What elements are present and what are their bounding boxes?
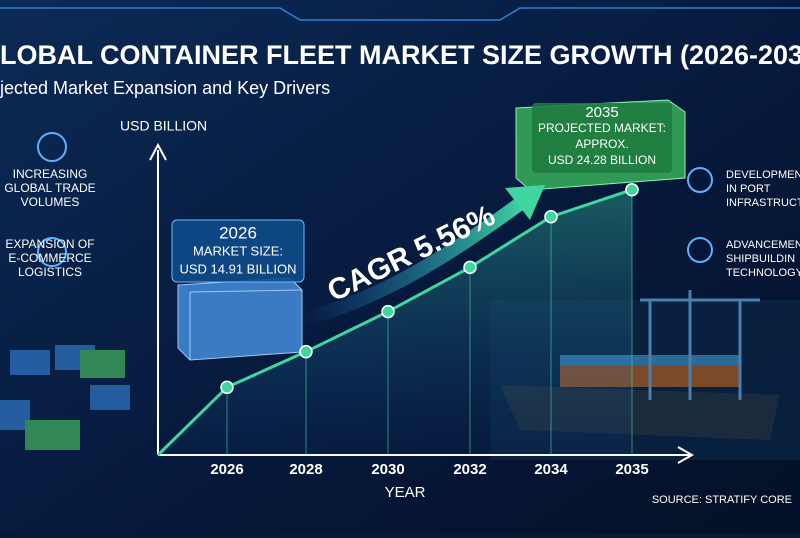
point (463, 260, 477, 275)
driver-text: SHIPBUILDIN (726, 253, 795, 265)
driver-text: IN PORT (726, 183, 771, 195)
driver-text: DEVELOPMEN (726, 169, 800, 181)
title: LOBAL CONTAINER FLEET MARKET SIZE GROWTH… (0, 40, 800, 70)
callout-text: USD 24.28 BILLION (548, 153, 656, 167)
driver-text: INFRASTRUCTU (726, 197, 800, 209)
driver-icon (687, 167, 713, 193)
frame-top (0, 7, 800, 21)
subtitle: jected Market Expansion and Key Drivers (0, 78, 330, 98)
driver-text: TECHNOLOGY (726, 267, 800, 279)
driver-icon (37, 132, 67, 162)
container-stack (0, 345, 130, 450)
y-axis (149, 142, 167, 455)
lead-in (156, 386, 229, 457)
callout-text: APPROX. (575, 137, 628, 151)
driver-icon (687, 237, 713, 263)
point (544, 209, 558, 224)
callout-text: MARKET SIZE: (193, 243, 283, 258)
growth-arrow-head (505, 185, 545, 220)
x-tick-label: 2032 (453, 461, 486, 478)
callout-text: 2026 (219, 223, 257, 242)
callout-box (171, 219, 305, 283)
driver-text: INCREASING (13, 167, 88, 181)
container-2026 (177, 277, 303, 361)
driver-text: EXPANSION OF (5, 237, 94, 251)
y-axis-label: USD BILLION (120, 118, 207, 134)
line (226, 188, 633, 389)
x-tick-label: 2034 (534, 461, 568, 478)
x-tick-label: 2030 (371, 461, 404, 478)
driver-text: ADVANCEMEN (726, 239, 800, 251)
driver-text: GLOBAL TRADE (4, 181, 95, 195)
callout-text: 2035 (585, 104, 618, 121)
point (381, 304, 395, 319)
plot: 2026 2028 2030 2032 2034 2035 (156, 182, 649, 478)
x-axis-label: YEAR (385, 484, 426, 501)
callout-text: USD 14.91 BILLION (179, 261, 296, 276)
area (158, 189, 632, 455)
callout-box (532, 103, 672, 173)
source: SOURCE: STRATIFY CORE (652, 494, 792, 506)
callout-text: PROJECTED MARKET: (538, 121, 666, 135)
x-tick-label: 2035 (615, 461, 648, 478)
driver-icon (37, 237, 67, 267)
point (625, 182, 639, 197)
point (299, 344, 313, 359)
growth-arrow (298, 194, 530, 327)
x-tick-label: 2028 (289, 461, 322, 478)
driver-text: E-COMMERCE (8, 251, 91, 265)
driver-text: VOLUMES (21, 195, 80, 209)
point (220, 380, 234, 395)
driver-text: LOGISTICS (18, 265, 82, 279)
x-tick-label: 2026 (210, 461, 243, 478)
